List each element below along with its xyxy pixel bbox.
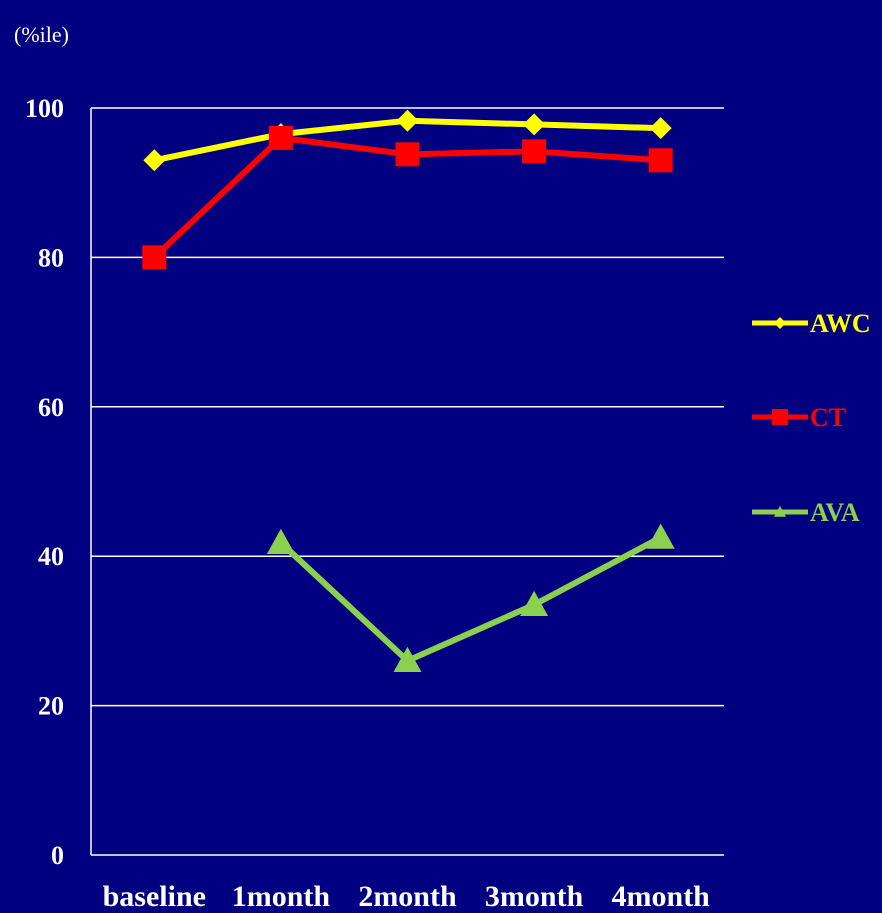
data-point	[648, 148, 673, 173]
data-point	[393, 646, 422, 672]
y-tick-label: 0	[51, 841, 64, 870]
gridlines	[90, 107, 724, 856]
data-point	[522, 139, 547, 164]
x-tick-label: 3month	[485, 880, 584, 913]
data-series	[142, 109, 675, 672]
y-tick-label: 40	[38, 542, 64, 571]
x-tick-labels: baseline 1month 2month 3month 4month	[103, 880, 711, 913]
data-point	[774, 317, 786, 329]
x-tick-label: baseline	[103, 880, 206, 913]
legend-item-awc: AWC	[752, 309, 871, 338]
x-tick-label: 1month	[232, 880, 331, 913]
data-point	[774, 506, 786, 517]
data-point	[646, 523, 675, 549]
data-point	[772, 409, 788, 425]
legend-label: AVA	[810, 498, 860, 527]
legend-label: CT	[810, 403, 846, 432]
y-tick-label: 100	[25, 94, 64, 123]
data-point	[395, 142, 420, 167]
series-ava	[266, 523, 675, 672]
legend: AWC CT AVA	[752, 309, 871, 527]
y-tick-label: 60	[38, 393, 64, 422]
y-tick-labels: 0 20 40 60 80 100	[25, 94, 64, 870]
y-axis-label: (%ile)	[14, 22, 69, 47]
series-line	[278, 534, 663, 664]
y-tick-label: 20	[38, 692, 64, 721]
x-tick-label: 4month	[612, 880, 711, 913]
legend-item-ct: CT	[752, 403, 846, 432]
data-point	[649, 117, 672, 140]
data-point	[268, 125, 293, 150]
data-point	[520, 590, 549, 616]
data-point	[266, 528, 295, 554]
legend-label: AWC	[810, 309, 871, 338]
y-tick-label: 80	[38, 243, 64, 272]
data-point	[143, 149, 166, 172]
data-point	[396, 109, 419, 132]
data-point	[142, 245, 167, 270]
series-ct	[142, 125, 673, 270]
data-point	[523, 113, 546, 136]
legend-item-ava: AVA	[752, 498, 860, 527]
x-tick-label: 2month	[358, 880, 457, 913]
